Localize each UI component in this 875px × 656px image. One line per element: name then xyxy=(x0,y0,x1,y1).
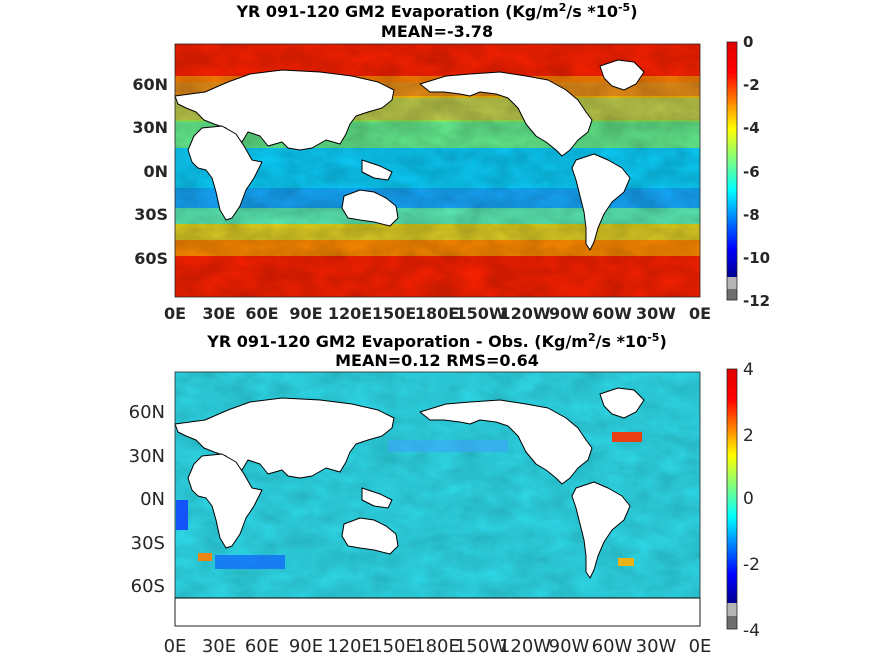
panel-2-patch-southern-neg xyxy=(215,555,285,569)
panel-2-x-tick-4: 120E xyxy=(327,636,373,656)
panel-2-x-tick-9: 90W xyxy=(549,636,590,656)
panel-1-y-tick-4: 60S xyxy=(134,249,168,268)
panel-2-colorbar-gradient xyxy=(727,369,737,603)
panel-1-colorbar: 0 -2 -4 -6 -8 -10 -12 xyxy=(726,33,770,310)
panel-1-x-tick-0: 0E xyxy=(164,304,186,323)
panel-2-colorbar-missing-light xyxy=(727,603,737,616)
panel-1-y-tick-0: 60N xyxy=(132,75,168,94)
panel-1-land-south-america xyxy=(571,153,631,251)
panel-1-land-indonesia xyxy=(361,159,393,181)
panel-2-x-tick-12: 0E xyxy=(689,636,712,656)
panel-1-x-tick-8: 120W xyxy=(499,304,550,323)
panel-1-x-tick-3: 90E xyxy=(289,304,322,323)
panel-2: YR 091-120 GM2 Evaporation - Obs. (Kg/m2… xyxy=(129,331,760,656)
panel-2-title-line2: MEAN=0.12 RMS=0.64 xyxy=(335,351,539,370)
panel-1-y-tick-1: 30N xyxy=(132,118,168,137)
panel-1-y-tick-3: 30S xyxy=(134,205,168,224)
panel-2-patch-malvinas xyxy=(618,558,634,566)
panel-1-cb-tick-5: -10 xyxy=(743,249,770,267)
panel-2-patch-pacific xyxy=(388,440,508,452)
panel-1-cb-tick-2: -4 xyxy=(743,119,760,137)
panel-2-x-tick-5: 150E xyxy=(371,636,417,656)
panel-2-x-tick-8: 120W xyxy=(499,636,551,656)
panel-2-y-ticks: 60N 30N 0N 30S 60S xyxy=(129,402,165,597)
panel-2-x-tick-10: 60W xyxy=(592,636,633,656)
panel-2-patch-agulhas xyxy=(198,553,212,561)
panel-2-land-indonesia xyxy=(361,487,393,509)
panel-1-cb-tick-6: -12 xyxy=(743,292,770,310)
panel-1-land xyxy=(174,59,645,251)
panel-1: YR 091-120 GM2 Evaporation (Kg/m2/s *10-… xyxy=(132,1,770,323)
panel-1-colorbar-missing xyxy=(727,289,737,300)
panel-2-frame xyxy=(174,371,701,627)
panel-1-x-tick-9: 90W xyxy=(549,304,589,323)
panel-1-x-tick-4: 120E xyxy=(328,304,372,323)
panel-2-x-tick-1: 30E xyxy=(202,636,236,656)
panel-2-x-tick-3: 90E xyxy=(289,636,323,656)
panel-2-y-tick-2: 0N xyxy=(140,489,165,510)
panel-2-land-antarctica xyxy=(174,597,701,627)
panel-2-colorbar-missing xyxy=(727,616,737,629)
panel-2-colorbar: 4 2 0 -2 -4 xyxy=(726,360,760,641)
panel-1-colorbar-missing-light xyxy=(727,277,737,289)
panel-1-land-north-america xyxy=(419,71,593,157)
panel-1-x-tick-12: 0E xyxy=(689,304,711,323)
panel-2-land-australia xyxy=(341,517,399,555)
panel-2-x-tick-11: 30W xyxy=(636,636,677,656)
panel-2-land-north-america xyxy=(419,399,593,485)
panel-1-x-tick-2: 60E xyxy=(245,304,278,323)
panel-2-land-greenland xyxy=(599,387,645,419)
panel-1-land-africa xyxy=(187,125,263,221)
panel-2-x-tick-2: 60E xyxy=(245,636,279,656)
panel-1-x-tick-6: 180E xyxy=(415,304,459,323)
panel-1-land-australia xyxy=(341,189,399,227)
panel-2-x-tick-0: 0E xyxy=(164,636,187,656)
panel-2-cb-tick-2: 0 xyxy=(743,489,754,509)
panel-2-x-ticks: 0E 30E 60E 90E 120E 150E 180E 150W 120W … xyxy=(164,636,712,656)
panel-2-land xyxy=(174,387,701,627)
panel-2-y-tick-3: 30S xyxy=(131,533,165,554)
panel-2-patch-atlantic-neg xyxy=(176,500,188,530)
panel-2-y-tick-1: 30N xyxy=(129,446,165,467)
panel-2-land-africa xyxy=(187,453,263,549)
panel-1-y-tick-2: 0N xyxy=(143,162,168,181)
panel-1-x-tick-7: 150W xyxy=(455,304,506,323)
panel-2-land-south-america xyxy=(571,481,631,579)
panel-2-title-line1: YR 091-120 GM2 Evaporation - Obs. (Kg/m2… xyxy=(206,331,667,351)
panel-1-frame xyxy=(174,43,701,298)
panel-1-title-line1: YR 091-120 GM2 Evaporation (Kg/m2/s *10-… xyxy=(235,1,637,21)
panel-1-x-tick-10: 60W xyxy=(592,304,632,323)
panel-2-cb-tick-3: -2 xyxy=(743,555,760,575)
panel-2-patch-gulfstream xyxy=(612,432,642,442)
panel-1-land-greenland xyxy=(599,59,645,91)
panel-1-x-tick-11: 30W xyxy=(636,304,676,323)
panel-2-x-tick-7: 150W xyxy=(455,636,507,656)
panel-1-colorbar-frame xyxy=(726,41,738,301)
panel-2-x-tick-6: 180E xyxy=(414,636,460,656)
panel-2-cb-tick-4: -4 xyxy=(743,621,760,641)
panel-2-cb-tick-1: 2 xyxy=(743,426,754,446)
panel-2-cb-tick-0: 4 xyxy=(743,360,754,380)
panel-1-cb-tick-0: 0 xyxy=(743,33,753,51)
panel-1-x-tick-1: 30E xyxy=(202,304,235,323)
panel-2-y-tick-4: 60S xyxy=(131,576,165,597)
panel-1-cb-tick-4: -8 xyxy=(743,206,760,224)
panel-1-colorbar-gradient xyxy=(727,42,737,277)
panel-1-title-line2: MEAN=-3.78 xyxy=(381,22,493,41)
panel-1-cb-tick-1: -2 xyxy=(743,76,760,94)
panel-1-cb-tick-3: -6 xyxy=(743,163,760,181)
panel-1-x-ticks: 0E 30E 60E 90E 120E 150E 180E 150W 120W … xyxy=(164,304,711,323)
panel-1-y-ticks: 60N 30N 0N 30S 60S xyxy=(132,75,168,268)
panel-2-y-tick-0: 60N xyxy=(129,402,165,423)
panel-1-x-tick-5: 150E xyxy=(372,304,416,323)
panel-2-colorbar-frame xyxy=(726,368,738,630)
